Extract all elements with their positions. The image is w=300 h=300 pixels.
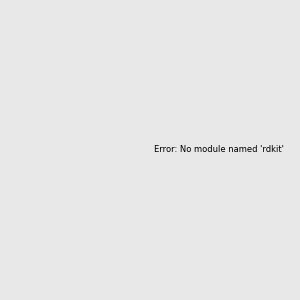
Text: Error: No module named 'rdkit': Error: No module named 'rdkit' — [154, 145, 284, 154]
